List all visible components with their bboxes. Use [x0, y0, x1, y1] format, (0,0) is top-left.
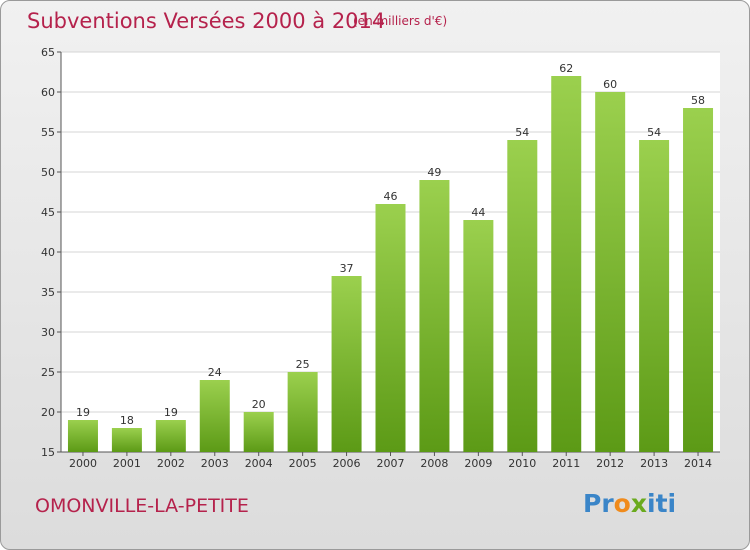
- bar: [111, 428, 142, 452]
- chart-title: Subventions Versées 2000 à 2014: [27, 9, 386, 33]
- logo-letter: t: [655, 489, 668, 518]
- bar: [331, 276, 362, 452]
- data-label: 24: [208, 366, 222, 379]
- logo-letter: x: [630, 489, 647, 518]
- y-tick-label: 20: [41, 406, 55, 419]
- bar: [639, 140, 670, 452]
- x-tick-label: 2001: [113, 457, 141, 470]
- x-tick-label: 2005: [289, 457, 317, 470]
- x-tick-label: 2003: [201, 457, 229, 470]
- logo-letter: o: [613, 489, 631, 518]
- bar: [507, 140, 538, 452]
- data-label: 49: [427, 166, 441, 179]
- bar: [287, 372, 318, 452]
- data-label: 18: [120, 414, 134, 427]
- x-tick-label: 2012: [596, 457, 624, 470]
- data-label: 46: [384, 190, 398, 203]
- labels: 19 18 19 24 20 25 37 46 49 44 54 62 60 54 58: [76, 62, 705, 427]
- y-tick-label: 45: [41, 206, 55, 219]
- bar: [155, 420, 186, 452]
- y-tick-label: 30: [41, 326, 55, 339]
- x-tick-label: 2013: [640, 457, 668, 470]
- data-label: 58: [691, 94, 705, 107]
- data-label: 19: [164, 406, 178, 419]
- bars: [67, 76, 714, 452]
- x-tick-label: 2006: [333, 457, 361, 470]
- y-tick-label: 60: [41, 86, 55, 99]
- data-label: 20: [252, 398, 266, 411]
- x-tick-label: 2014: [684, 457, 712, 470]
- y-tick-label: 50: [41, 166, 55, 179]
- data-label: 19: [76, 406, 90, 419]
- bar: [463, 220, 494, 452]
- logo-letter: P: [583, 489, 602, 518]
- x-tick-label: 2011: [552, 457, 580, 470]
- x-tick-label: 2008: [420, 457, 448, 470]
- bar: [67, 420, 98, 452]
- data-label: 54: [647, 126, 661, 139]
- x-tick-label: 2007: [377, 457, 405, 470]
- data-label: 37: [340, 262, 354, 275]
- data-label: 62: [559, 62, 573, 75]
- data-label: 60: [603, 78, 617, 91]
- bar: [243, 412, 274, 452]
- y-tick-label: 55: [41, 126, 55, 139]
- bar: [199, 380, 230, 452]
- y-tick-label: 65: [41, 46, 55, 59]
- x-tick-label: 2010: [508, 457, 536, 470]
- chart-subtitle: (en milliers d'€): [353, 14, 448, 28]
- bar: [595, 92, 626, 452]
- y-tick-label: 15: [41, 446, 55, 459]
- x-tick-label: 2004: [245, 457, 273, 470]
- commune-name: OMONVILLE-LA-PETITE: [35, 495, 249, 517]
- bar: [419, 180, 450, 452]
- x-tick-label: 2002: [157, 457, 185, 470]
- bar: [683, 108, 714, 452]
- y-tick-label: 35: [41, 286, 55, 299]
- proxiti-logo: Proxiti: [583, 489, 676, 518]
- bar: [375, 204, 406, 452]
- y-tick-label: 40: [41, 246, 55, 259]
- logo-letter: i: [647, 489, 656, 518]
- x-tick-label: 2000: [69, 457, 97, 470]
- logo-letter: i: [667, 489, 677, 518]
- logo-letter: r: [601, 489, 614, 518]
- data-label: 25: [296, 358, 310, 371]
- data-label: 44: [471, 206, 485, 219]
- y-tick-label: 25: [41, 366, 55, 379]
- x-tick-label: 2009: [464, 457, 492, 470]
- bar: [551, 76, 582, 452]
- data-label: 54: [515, 126, 529, 139]
